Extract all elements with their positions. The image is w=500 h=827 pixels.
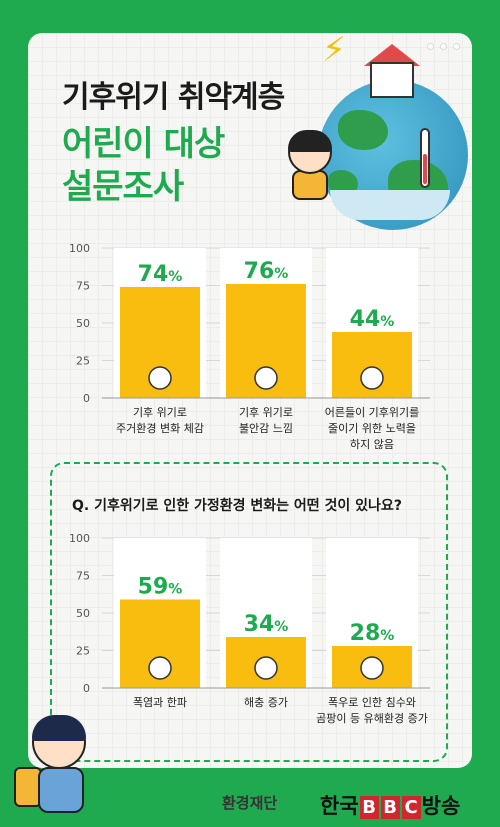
roof-icon (364, 44, 420, 66)
y-tick-label: 75 (76, 570, 90, 583)
window-dots (427, 43, 460, 50)
category-label: 곰팡이 등 유해환경 증가 (316, 711, 428, 725)
data-label: 76% (244, 259, 289, 284)
data-label: 34% (244, 612, 289, 637)
data-label: 59% (138, 575, 183, 600)
lightning-icon: ⚡ (322, 30, 346, 70)
category-label: 기후 위기로 (239, 406, 293, 419)
house-on-globe-icon (370, 62, 414, 98)
category-label: 주거환경 변화 체감 (116, 422, 204, 435)
broadcaster-prefix: 한국 (320, 794, 359, 818)
category-label: 해충 증가 (244, 695, 288, 709)
house-icon (148, 366, 172, 390)
worried-face-icon (254, 366, 278, 390)
y-tick-label: 0 (83, 392, 90, 405)
category-label: 폭염과 한파 (133, 696, 187, 709)
category-label: 불안감 느낌 (239, 422, 293, 435)
foundation-logo: 환경재단 (222, 794, 278, 812)
category-label: 어른들이 기후위기를 (325, 406, 420, 419)
melting-ice-icon (330, 190, 450, 220)
y-tick-label: 75 (76, 280, 90, 293)
y-tick-label: 100 (69, 242, 90, 255)
y-tick-label: 100 (69, 532, 90, 545)
thermometers-icon (148, 656, 172, 680)
broadcaster-logo: 한국 B B C 방송 (320, 790, 460, 820)
broadcaster-suffix: 방송 (421, 794, 461, 818)
y-tick-label: 25 (76, 355, 90, 368)
bug-icon (254, 656, 278, 680)
page-title-line2: 어린이 대상 (62, 124, 225, 164)
category-label: 기후 위기로 (133, 406, 187, 419)
page-title-line1: 기후위기 취약계층 (62, 80, 285, 115)
category-label: 폭우로 인한 침수와 (328, 696, 416, 709)
bbc-letter-1: B (359, 795, 379, 819)
question-text: Q. 기후위기로 인한 가정환경 변화는 어떤 것이 있나요? (72, 498, 402, 514)
y-tick-label: 25 (76, 645, 90, 658)
child-with-backpack-illustration (10, 715, 95, 825)
data-label: 74% (138, 262, 183, 287)
question-section (50, 462, 448, 762)
y-tick-label: 0 (83, 682, 90, 695)
survey-chart-2-svg: 0 25 50 75 100 59% 폭염과 한파 34% 해충 증가 28% 폭우로 인한 침수와… (69, 532, 430, 725)
category-label: 줄이기 위한 노력을 (328, 422, 416, 435)
data-label: 28% (350, 621, 395, 646)
bbc-letter-3: C (401, 795, 421, 819)
y-tick-label: 50 (76, 607, 90, 620)
y-tick-label: 50 (76, 317, 90, 330)
thermometer-icon (420, 128, 430, 188)
mold-magnifier-icon (360, 656, 384, 680)
data-label: 44% (350, 307, 395, 332)
category-label: 하지 않음 (350, 437, 394, 451)
page-title-line3: 설문조사 (62, 167, 184, 207)
survey-chart-2: 0 25 50 75 100 59% 폭염과 한파 34% 해충 증가 28% 폭우로 인한 침수와… (60, 530, 450, 759)
thumbs-down-icon (360, 366, 384, 390)
bbc-letter-2: B (380, 795, 400, 819)
sad-child-illustration (282, 130, 338, 202)
